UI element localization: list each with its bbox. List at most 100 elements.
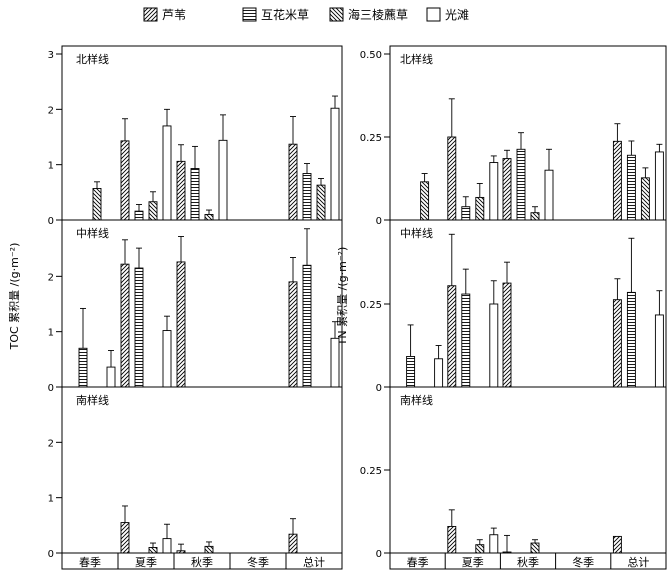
bar-reed [502, 158, 512, 221]
panel-2: 中样线 0 0.25 [360, 219, 666, 394]
y-tick-label: 0 [48, 216, 54, 227]
x-tick-label: 夏季 [135, 556, 157, 569]
legend-item-spartina: 互花米草 [242, 7, 309, 22]
bar-spartina [626, 291, 636, 388]
bar-scirpus [530, 542, 540, 554]
x-tick-label: 总计 [303, 555, 325, 569]
bar-reed [612, 140, 622, 221]
y-tick-label: 3 [48, 50, 54, 61]
bar-mudflat [654, 151, 664, 221]
panel-3: 南样线 0 0.25 [360, 386, 666, 560]
bar-mudflat [489, 534, 499, 554]
y-tick-label: 0.50 [360, 50, 382, 61]
bar-spartina [302, 173, 312, 221]
bar-scirpus [316, 184, 326, 221]
y-tick-label: 1 [48, 328, 54, 339]
legend-swatch-spartina [242, 7, 257, 22]
legend-swatch-mudflat [426, 7, 441, 22]
bar-mudflat [218, 139, 228, 221]
bar-scirpus [204, 545, 214, 554]
legend-item-scirpus: 海三棱藨草 [329, 7, 408, 22]
x-tick-label: 秋季 [517, 555, 539, 569]
bar-mudflat [654, 314, 664, 388]
bar-spartina [626, 154, 636, 221]
bar-mudflat [162, 538, 172, 554]
panel-title: 南样线 [76, 393, 109, 407]
bar-reed [176, 261, 186, 388]
x-tick-label: 冬季 [247, 555, 269, 569]
bar-mudflat [162, 330, 172, 388]
bar-scirpus [92, 188, 102, 221]
y-tick-label: 0 [48, 383, 54, 394]
panel-1: 北样线 0 0.25 0.50 [360, 50, 664, 227]
y-tick-label: 1 [48, 161, 54, 172]
bar-spartina [190, 168, 200, 221]
bar-spartina [78, 347, 88, 388]
y-tick-label: 0.25 [360, 133, 382, 144]
y-tick-label: 2 [48, 438, 54, 449]
legend-label-mudflat: 光滩 [445, 8, 469, 22]
bar-reed [447, 285, 457, 388]
panel-title: 北样线 [400, 52, 433, 66]
y-tick-label: 0.25 [360, 466, 382, 477]
bar-scirpus [475, 196, 485, 221]
bar-scirpus [420, 181, 430, 221]
y-tick-label: 1 [48, 494, 54, 505]
bar-reed [502, 282, 512, 388]
y-tick-label: 0 [376, 216, 382, 227]
panel-title: 北样线 [76, 52, 109, 66]
bar-reed [120, 522, 130, 554]
tn-chart: 北样线 0 0.25 0.50 中样线 0 0.25 南样线 0 0.25 春季 夏季 秋季 冬季 总计 [360, 50, 666, 569]
bar-mudflat [489, 162, 499, 221]
x-tick-label: 冬季 [572, 555, 594, 569]
legend: 芦苇 互花米草 海三棱藨草 光滩 [143, 7, 469, 22]
bar-mudflat [434, 358, 444, 388]
bar-scirpus [204, 214, 214, 221]
x-tick-label: 春季 [407, 556, 429, 569]
legend-label-reed: 芦苇 [162, 8, 186, 22]
x-tick-label: 春季 [79, 556, 101, 569]
bar-scirpus [148, 547, 158, 554]
x-tick-label: 秋季 [191, 555, 213, 569]
bar-reed [612, 299, 622, 388]
panel-title: 南样线 [400, 393, 433, 407]
bar-reed [447, 136, 457, 221]
y-tick-label: 2 [48, 105, 54, 116]
panel-2: 中样线 0 1 2 [48, 219, 342, 394]
bar-spartina [461, 293, 471, 388]
x-tick-label: 夏季 [462, 556, 484, 569]
bar-mudflat [106, 366, 116, 388]
bar-spartina [302, 264, 312, 388]
panel-title: 中样线 [76, 226, 109, 240]
bar-spartina [406, 356, 416, 388]
y-tick-label: 2 [48, 272, 54, 283]
bar-spartina [461, 206, 471, 221]
legend-swatch-reed [143, 7, 158, 22]
bar-mudflat [330, 337, 340, 388]
x-tick-label: 总计 [627, 555, 649, 569]
panel-1: 北样线 0 1 2 3 [48, 50, 340, 227]
panel-3: 南样线 0 1 2 [48, 386, 342, 560]
legend-label-scirpus: 海三棱藨草 [348, 7, 408, 22]
bar-mudflat [544, 169, 554, 221]
toc-y-axis-title: TOC 累积量 /(g·m⁻²) [8, 243, 21, 351]
y-tick-label: 0 [48, 549, 54, 560]
toc-frame [61, 45, 343, 570]
y-tick-label: 0 [376, 383, 382, 394]
bar-mudflat [489, 303, 499, 388]
bar-reed [120, 263, 130, 388]
y-tick-label: 0.25 [360, 300, 382, 311]
legend-item-reed: 芦苇 [143, 7, 186, 22]
panel-title: 中样线 [400, 226, 433, 240]
bar-mudflat [162, 125, 172, 221]
tn-frame [389, 45, 667, 570]
bar-spartina [134, 267, 144, 388]
bar-mudflat [330, 107, 340, 221]
bar-reed [288, 143, 298, 221]
bar-reed [120, 140, 130, 221]
bar-spartina [516, 148, 526, 221]
legend-item-mudflat: 光滩 [426, 7, 469, 22]
toc-chart: 北样线 0 1 2 3 中样线 0 1 2 南样线 0 1 2 春季 夏季 秋季 冬季 总计 [48, 50, 342, 569]
bar-reed [288, 281, 298, 388]
